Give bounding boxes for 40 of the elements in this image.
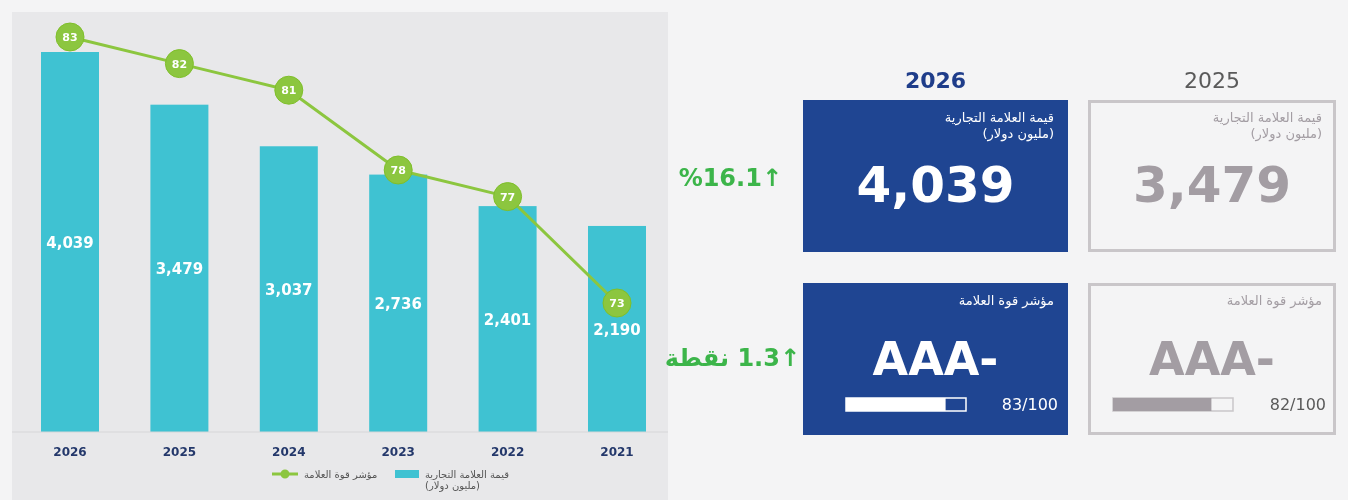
data-label: 3,479 xyxy=(155,260,204,279)
bar xyxy=(588,225,646,432)
data-label: 77 xyxy=(499,190,516,204)
x-tick-label: 2026 xyxy=(53,445,87,459)
bar xyxy=(369,174,428,432)
bar xyxy=(41,52,99,432)
bar xyxy=(150,104,209,432)
legend-label: مؤشر قوة العلامة xyxy=(304,469,378,480)
data-label: 78 xyxy=(390,164,406,177)
text: قيمة العلامة التجارية (مليون دولار) xyxy=(944,110,1054,142)
text: %16.1↑ xyxy=(678,164,782,192)
text: مؤشر قوة العلامة xyxy=(1226,293,1322,309)
data-label: 2,736 xyxy=(374,295,422,314)
text: AAA- xyxy=(1149,332,1275,386)
data-label: 2,190 xyxy=(593,320,641,339)
annotation: ↑1.3 نقطة xyxy=(664,344,800,372)
category-label: 2026 xyxy=(904,68,967,93)
x-tick-label: 2024 xyxy=(272,445,306,459)
text: 4,039 xyxy=(856,156,1015,214)
data-label: 73 xyxy=(609,297,625,310)
data-label: 2,401 xyxy=(483,311,532,330)
legend-label: قيمة العلامة التجارية (مليون دولار) xyxy=(425,469,510,492)
data-label: 3,037 xyxy=(265,281,313,300)
x-tick-label: 2023 xyxy=(381,445,415,459)
data-label: 83 xyxy=(62,31,78,44)
data-label: 82 xyxy=(171,57,188,71)
text: 3,479 xyxy=(1132,156,1292,214)
text: قيمة العلامة التجارية (مليون دولار) xyxy=(1212,110,1322,142)
x-tick-label: 2022 xyxy=(490,445,525,459)
text: AAA- xyxy=(872,332,999,386)
text: مؤشر قوة العلامة xyxy=(958,293,1054,309)
data-label: 82/100 xyxy=(1269,395,1326,414)
category-label: 2025 xyxy=(1184,68,1240,93)
data-label: 83/100 xyxy=(1001,395,1058,414)
data-label: 4,039 xyxy=(46,234,94,252)
bar xyxy=(259,146,318,432)
bar xyxy=(478,206,537,432)
data-label: 81 xyxy=(281,84,297,98)
x-tick-label: 2025 xyxy=(162,445,197,459)
x-tick-label: 2021 xyxy=(600,445,634,459)
